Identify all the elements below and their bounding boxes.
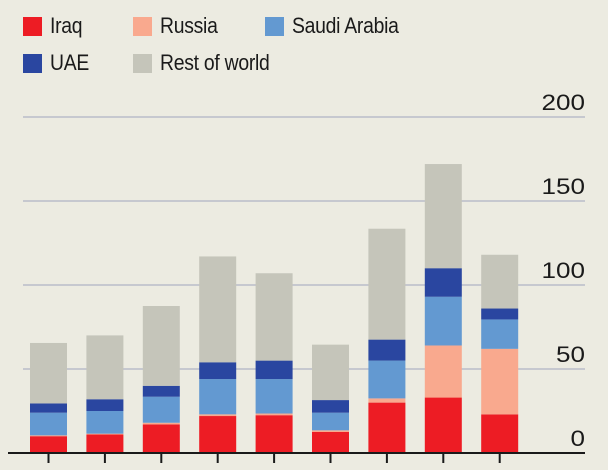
y-tick-label: 100 xyxy=(542,258,586,283)
bar-segment-rest-of-world xyxy=(424,164,462,269)
bar-segment-uae xyxy=(424,268,462,297)
bar-segment-iraq xyxy=(142,424,180,453)
bar-segment-rest-of-world xyxy=(142,306,180,386)
bar-segment-iraq xyxy=(30,436,67,453)
legend-swatch xyxy=(23,16,42,36)
bar-segment-saudi-arabia xyxy=(86,411,124,434)
bar-segment-uae xyxy=(312,400,349,413)
bar-segment-uae xyxy=(368,339,406,361)
bar-segment-iraq xyxy=(424,397,462,453)
bar-segment-uae xyxy=(481,308,519,320)
y-tick-label: 150 xyxy=(542,174,586,199)
legend-item-uae: UAE xyxy=(23,50,94,75)
bar-segment-rest-of-world xyxy=(368,228,406,340)
legend-item-rest-of-world: Rest of world xyxy=(133,50,284,75)
legend-swatch xyxy=(265,16,284,36)
bar-segment-saudi-arabia xyxy=(368,360,406,399)
y-tick-label: 200 xyxy=(542,90,586,115)
legend-label: Saudi Arabia xyxy=(292,13,399,38)
bar-segment-rest-of-world xyxy=(481,254,519,309)
bar-segment-russia xyxy=(142,422,180,425)
bar-segment-iraq xyxy=(199,416,237,453)
bar-segment-saudi-arabia xyxy=(255,379,293,414)
bar-segment-russia xyxy=(312,430,349,432)
bar-segment-saudi-arabia xyxy=(142,396,180,423)
legend-swatch xyxy=(23,53,42,73)
y-tick-label: 0 xyxy=(571,426,586,451)
bar-segment-uae xyxy=(30,403,67,413)
legend-label: Rest of world xyxy=(160,50,270,75)
bar-segment-russia xyxy=(86,433,124,435)
bar-segment-iraq xyxy=(255,415,293,453)
bar-segment-iraq xyxy=(481,414,519,453)
bar-segment-saudi-arabia xyxy=(30,412,67,436)
legend-item-saudi-arabia: Saudi Arabia xyxy=(265,13,413,38)
legend-item-russia: Russia xyxy=(133,13,225,38)
bar-segment-russia xyxy=(30,435,67,437)
bar-segment-uae xyxy=(255,360,293,380)
bar-segment-iraq xyxy=(86,434,124,453)
legend-label: Iraq xyxy=(50,13,83,38)
bar-segment-saudi-arabia xyxy=(199,379,237,415)
legend-swatch xyxy=(133,53,152,73)
bar-segment-iraq xyxy=(312,432,349,453)
bar-segment-rest-of-world xyxy=(312,344,349,401)
bar-segment-russia xyxy=(481,348,519,415)
legend-item-iraq: Iraq xyxy=(23,13,87,38)
legend-swatch xyxy=(133,16,152,36)
bar-segment-saudi-arabia xyxy=(424,296,462,346)
bar-segment-saudi-arabia xyxy=(481,319,519,349)
bar-segment-russia xyxy=(424,345,462,398)
bar-segment-russia xyxy=(255,413,293,416)
bar-segment-rest-of-world xyxy=(86,335,124,400)
bar-segment-iraq xyxy=(368,402,406,453)
bar-segment-russia xyxy=(199,414,237,417)
bar-segment-uae xyxy=(199,362,237,380)
legend-label: UAE xyxy=(50,50,90,75)
bar-segment-uae xyxy=(86,399,124,411)
legend-label: Russia xyxy=(160,13,218,38)
bar-segment-rest-of-world xyxy=(30,342,67,404)
y-tick-label: 50 xyxy=(556,342,585,367)
bar-segment-saudi-arabia xyxy=(312,412,349,431)
bar-segment-uae xyxy=(142,385,180,397)
bar-segment-rest-of-world xyxy=(255,273,293,361)
bar-segment-russia xyxy=(368,398,406,403)
bar-segment-rest-of-world xyxy=(199,256,237,363)
